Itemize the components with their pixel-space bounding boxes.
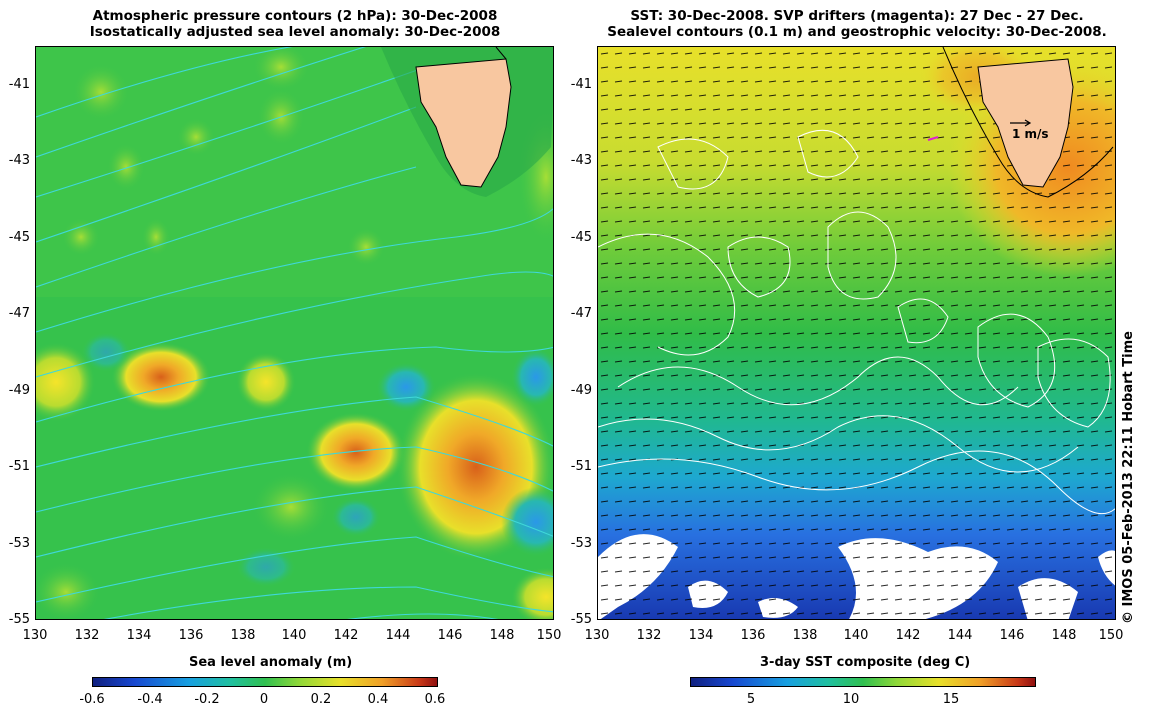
x-tick-label: 142: [333, 628, 359, 643]
sst-plot: [598, 47, 1115, 619]
colorbar-tick-label: 5: [746, 692, 756, 707]
velocity-scale-arrow: [1010, 119, 1032, 127]
x-tick-label: 148: [489, 628, 515, 643]
anomaly-blob: [36, 342, 96, 422]
anomaly-blob: [61, 217, 101, 257]
anomaly-blob: [331, 497, 381, 537]
y-tick-label: -49: [8, 383, 30, 398]
y-tick-label: -53: [570, 536, 592, 551]
y-tick-label: -45: [570, 230, 592, 245]
velocity-scale-label: 1 m/s: [1012, 127, 1049, 141]
right-title-line2: Sealevel contours (0.1 m) and geostrophi…: [607, 24, 1107, 40]
y-tick-label: -43: [8, 153, 30, 168]
anomaly-blob: [251, 47, 311, 92]
anomaly-blob: [251, 472, 331, 542]
x-tick-label: 134: [688, 628, 714, 643]
x-tick-label: 138: [792, 628, 818, 643]
left-title-line2: Isostatically adjusted sea level anomaly…: [89, 24, 501, 40]
x-tick-label: 130: [584, 628, 610, 643]
x-tick-label: 150: [536, 628, 562, 643]
left-title-line1: Atmospheric pressure contours (2 hPa): 3…: [92, 8, 498, 24]
anomaly-blob: [501, 487, 553, 557]
sea-level-anomaly-map: [35, 46, 554, 620]
anomaly-blob: [376, 362, 436, 412]
x-tick-label: 136: [740, 628, 766, 643]
x-tick-label: 130: [22, 628, 48, 643]
colorbar-tick-label: 0.2: [310, 692, 332, 707]
y-tick-label: -41: [570, 77, 592, 92]
pressure-contours: [36, 47, 553, 619]
right-colorbar-label: 3-day SST composite (deg C): [760, 655, 971, 670]
y-tick-label: -47: [570, 306, 592, 321]
x-tick-label: 144: [385, 628, 411, 643]
colorbar-tick-label: -0.4: [137, 692, 163, 707]
sealevel-contours: [598, 129, 1115, 515]
x-tick-label: 136: [178, 628, 204, 643]
anomaly-blob: [236, 547, 296, 587]
sea-level-colorbar: [92, 677, 438, 687]
x-tick-label: 132: [636, 628, 662, 643]
colorbar-tick-label: 0.4: [367, 692, 389, 707]
anomaly-blob: [36, 562, 101, 619]
y-tick-label: -51: [8, 459, 30, 474]
y-tick-label: -41: [8, 77, 30, 92]
imos-credit: © IMOS 05-Feb-2013 22:11 Hobart Time: [1121, 331, 1136, 624]
y-tick-label: -55: [8, 612, 30, 627]
colorbar-tick-label: 15: [942, 692, 960, 707]
x-tick-label: 148: [1051, 628, 1077, 643]
y-tick-label: -55: [570, 612, 592, 627]
sst-map: 1 m/s: [597, 46, 1116, 620]
x-tick-label: 150: [1098, 628, 1124, 643]
y-tick-label: -53: [8, 536, 30, 551]
y-tick-label: -45: [8, 230, 30, 245]
anomaly-blob: [236, 352, 296, 412]
tasmania-land: [381, 47, 553, 197]
anomaly-blob: [511, 347, 553, 407]
y-tick-label: -43: [570, 153, 592, 168]
x-tick-label: 142: [895, 628, 921, 643]
colorbar-tick-label: 0: [259, 692, 269, 707]
x-tick-label: 140: [843, 628, 869, 643]
colorbar-tick-label: 0.6: [424, 692, 446, 707]
x-tick-label: 144: [947, 628, 973, 643]
colorbar-tick-label: -0.6: [79, 692, 105, 707]
sea-level-anomaly-plot: [36, 47, 553, 619]
x-tick-label: 146: [999, 628, 1025, 643]
sst-colorbar: [690, 677, 1036, 687]
y-tick-label: -49: [570, 383, 592, 398]
anomaly-blob: [346, 227, 386, 267]
anomaly-blob: [71, 62, 131, 122]
colorbar-tick-label: 10: [842, 692, 860, 707]
x-tick-label: 134: [126, 628, 152, 643]
anomaly-blob: [176, 117, 216, 157]
anomaly-blob: [306, 412, 406, 492]
x-tick-label: 140: [281, 628, 307, 643]
y-tick-label: -47: [8, 306, 30, 321]
y-tick-label: -51: [570, 459, 592, 474]
x-tick-label: 146: [437, 628, 463, 643]
left-colorbar-label: Sea level anomaly (m): [189, 655, 353, 670]
anomaly-blob: [141, 217, 171, 257]
colorbar-tick-label: -0.2: [194, 692, 220, 707]
x-tick-label: 132: [74, 628, 100, 643]
anomaly-blob: [106, 142, 146, 192]
anomaly-blob: [511, 567, 553, 619]
anomaly-blob: [81, 332, 131, 372]
svp-drifter-track: [927, 136, 939, 141]
right-title-line1: SST: 30-Dec-2008. SVP drifters (magenta)…: [630, 8, 1084, 24]
x-tick-label: 138: [230, 628, 256, 643]
